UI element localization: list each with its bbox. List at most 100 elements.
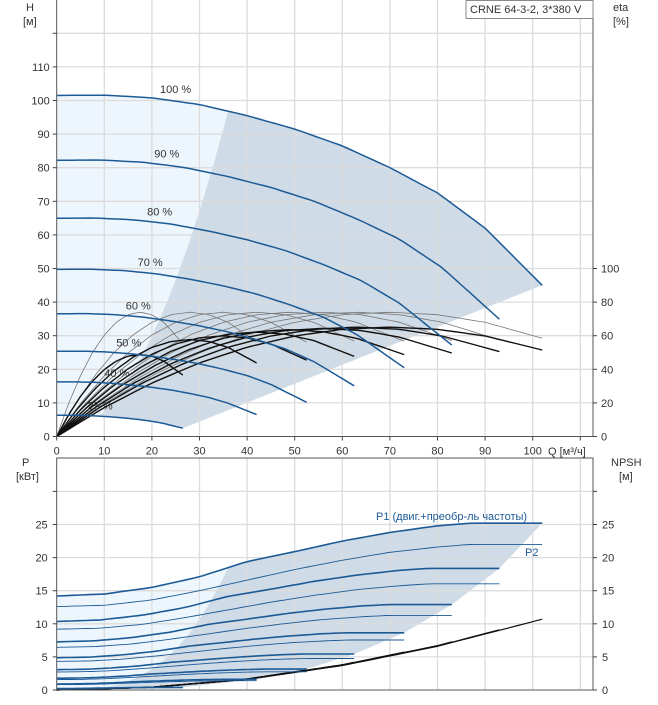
speed-label: 40 % <box>104 368 129 380</box>
p-tick-label: 15 <box>35 586 47 598</box>
speed-label: 70 % <box>138 257 163 269</box>
total-efficiency-curve <box>56 327 453 438</box>
head-curve <box>56 159 500 320</box>
h-axis-unit: [м] <box>23 16 37 28</box>
head-curve <box>56 414 183 429</box>
head-curve <box>56 94 543 286</box>
operating-region <box>99 523 543 689</box>
eta-tick-label: 80 <box>601 297 613 309</box>
q-tick-label: 100 <box>524 446 542 458</box>
p1-curve <box>56 653 355 671</box>
p1-series-label: P1 (двиг.+преобр-ль частоты) <box>376 511 527 523</box>
q-tick-label: 20 <box>146 446 158 458</box>
title-box: CRNE 64-3-2, 3*380 V <box>465 0 594 19</box>
total-efficiency-curve <box>56 331 355 438</box>
q-tick-label: 70 <box>384 446 396 458</box>
q-tick-label: 40 <box>241 446 253 458</box>
p2-curve <box>56 671 307 681</box>
h-tick-label: 100 <box>31 96 49 108</box>
power-curves <box>56 522 543 691</box>
speed-label: 50 % <box>116 338 141 350</box>
q-axis-label: Q [м³/ч] <box>548 446 586 458</box>
npsh-tick-label: 25 <box>602 520 614 532</box>
total-efficiency-curve <box>56 326 543 438</box>
speed-label: 25 % <box>88 401 113 413</box>
head-curve <box>56 217 453 346</box>
power-plot-frame <box>56 457 594 691</box>
npsh-tick-label: 5 <box>602 652 608 664</box>
p2-curve <box>56 658 355 673</box>
chart-title: CRNE 64-3-2, 3*380 V <box>470 4 582 16</box>
h-tick-label: 40 <box>37 297 49 309</box>
eta-axis-label: eta <box>613 2 629 14</box>
npsh-tick-label: 15 <box>602 586 614 598</box>
head-curve <box>56 381 257 416</box>
p2-curve <box>56 543 543 608</box>
p1-curve <box>56 603 452 643</box>
p1-curve <box>56 668 307 679</box>
h-tick-label: 90 <box>37 129 49 141</box>
h-tick-label: 50 <box>37 264 49 276</box>
p-tick-label: 5 <box>42 652 48 664</box>
eta-tick-label: 100 <box>601 264 619 276</box>
p2-curve <box>56 583 500 630</box>
q-tick-label: 80 <box>431 446 443 458</box>
q-tick-label: 10 <box>98 446 110 458</box>
q-tick-label: 30 <box>193 446 205 458</box>
p-tick-label: 10 <box>35 619 47 631</box>
npsh-axis-unit: [м] <box>619 471 633 483</box>
h-tick-label: 10 <box>37 398 49 410</box>
p2-curve <box>56 639 405 662</box>
h-tick-label: 20 <box>37 364 49 376</box>
q-tick-label: 50 <box>289 446 301 458</box>
eta-axis-unit: [%] <box>613 16 629 28</box>
npsh-tick-label: 20 <box>602 553 614 565</box>
q-tick-label: 90 <box>479 446 491 458</box>
pump-efficiency-curve <box>56 311 543 437</box>
total-efficiency-curve <box>56 326 500 438</box>
npsh-axis-label: NPSH <box>611 457 642 469</box>
p1-curve <box>56 632 405 659</box>
eta-tick-label: 20 <box>601 398 613 410</box>
h-tick-label: 30 <box>37 331 49 343</box>
p1-curve <box>56 686 183 690</box>
speed-labels: 100 % 90 % 80 % 70 % 60 % 50 % 40 % 25 % <box>88 84 192 413</box>
p1-curve <box>56 678 257 685</box>
p-axis-unit: [кВт] <box>16 471 39 483</box>
light-region <box>56 567 229 689</box>
pump-efficiency-curve <box>56 311 500 437</box>
p1-curve <box>56 522 543 597</box>
h-tick-label: 110 <box>32 62 50 74</box>
p-tick-label: 0 <box>42 685 48 697</box>
head-grid <box>56 0 593 437</box>
power-axes: 0 0 5 5 10 10 15 15 20 20 25 25 <box>35 457 614 697</box>
h-tick-label: 0 <box>44 432 50 444</box>
head-curve <box>56 350 307 403</box>
total-efficiency-curve <box>56 338 257 437</box>
p-axis-label: P <box>22 457 29 469</box>
p2-series-label: P2 <box>525 547 538 559</box>
eta-tick-label: 0 <box>601 432 607 444</box>
head-curves <box>56 94 543 438</box>
p-tick-label: 20 <box>35 553 47 565</box>
npsh-tick-label: 10 <box>602 619 614 631</box>
p-tick-label: 25 <box>35 520 47 532</box>
h-tick-label: 70 <box>37 196 49 208</box>
head-curve <box>56 268 405 369</box>
p2-curve <box>56 614 452 648</box>
power-operating-regions <box>56 523 543 689</box>
head-axes: 0 10 20 30 40 50 60 70 80 90 100 110 0 20 40 60 80 100 0 10… <box>31 0 619 458</box>
eta-tick-label: 60 <box>601 331 613 343</box>
q-tick-label: 60 <box>336 446 348 458</box>
p1-curve <box>56 567 500 623</box>
npsh-tick-label: 0 <box>602 685 608 697</box>
total-efficiency-curve <box>56 353 184 437</box>
head-curve <box>56 312 355 387</box>
speed-label: 60 % <box>126 301 151 313</box>
h-tick-label: 60 <box>37 230 49 242</box>
speed-label: 80 % <box>147 206 172 218</box>
eta-tick-label: 40 <box>601 364 613 376</box>
h-tick-label: 80 <box>37 163 49 175</box>
q-tick-label: 0 <box>54 446 60 458</box>
